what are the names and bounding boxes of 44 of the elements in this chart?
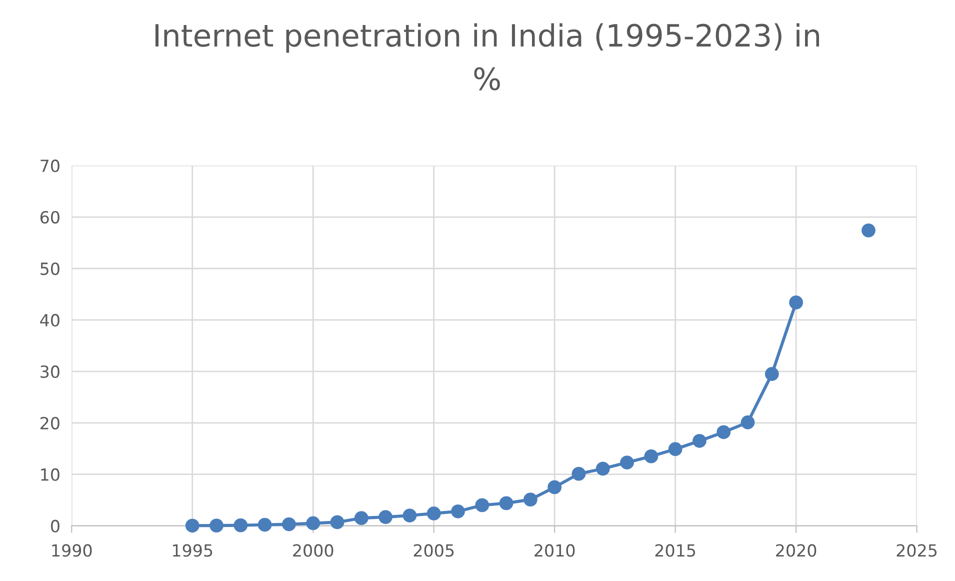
point	[234, 518, 248, 532]
y-tick-label: 50	[40, 262, 60, 276]
x-tick-label: 2015	[655, 544, 696, 557]
point	[330, 515, 344, 530]
point	[451, 504, 465, 518]
x-tick-label: 2010	[534, 544, 575, 557]
point	[258, 518, 272, 532]
x-tick-label: 1990	[52, 544, 92, 557]
point	[668, 442, 682, 456]
point	[644, 449, 658, 464]
x-tick-label: 1995	[172, 544, 212, 557]
point	[282, 517, 296, 532]
point	[764, 367, 779, 381]
point	[692, 434, 706, 448]
chart-title: Internet penetration in India (1995-2023) in %	[155, 23, 820, 90]
point	[306, 516, 320, 530]
point	[354, 511, 368, 526]
point	[620, 456, 634, 470]
point	[378, 510, 392, 524]
y-tick-label: 60	[40, 211, 60, 224]
point	[596, 462, 610, 476]
y-tick-label: 40	[40, 314, 60, 327]
point	[499, 496, 514, 510]
point	[402, 508, 417, 522]
x-tick-label: 2005	[414, 544, 454, 557]
point	[740, 415, 755, 430]
point	[789, 296, 804, 310]
point	[572, 466, 586, 481]
point	[862, 223, 876, 238]
y-tick-label: 30	[40, 365, 60, 378]
y-tick-label: 70	[40, 160, 60, 172]
y-tick-label: 10	[41, 468, 60, 481]
y-tick-label: 20	[40, 416, 60, 430]
x-tick-label: 2025	[896, 544, 937, 557]
point	[475, 498, 490, 512]
point	[716, 425, 731, 440]
x-tick-label: 2020	[776, 544, 816, 557]
point	[185, 518, 200, 533]
point	[426, 506, 441, 520]
x-tick-label: 2000	[293, 544, 334, 557]
point	[210, 518, 224, 532]
y-tick-label: 0	[51, 520, 60, 532]
point	[548, 480, 562, 494]
point	[523, 492, 538, 507]
